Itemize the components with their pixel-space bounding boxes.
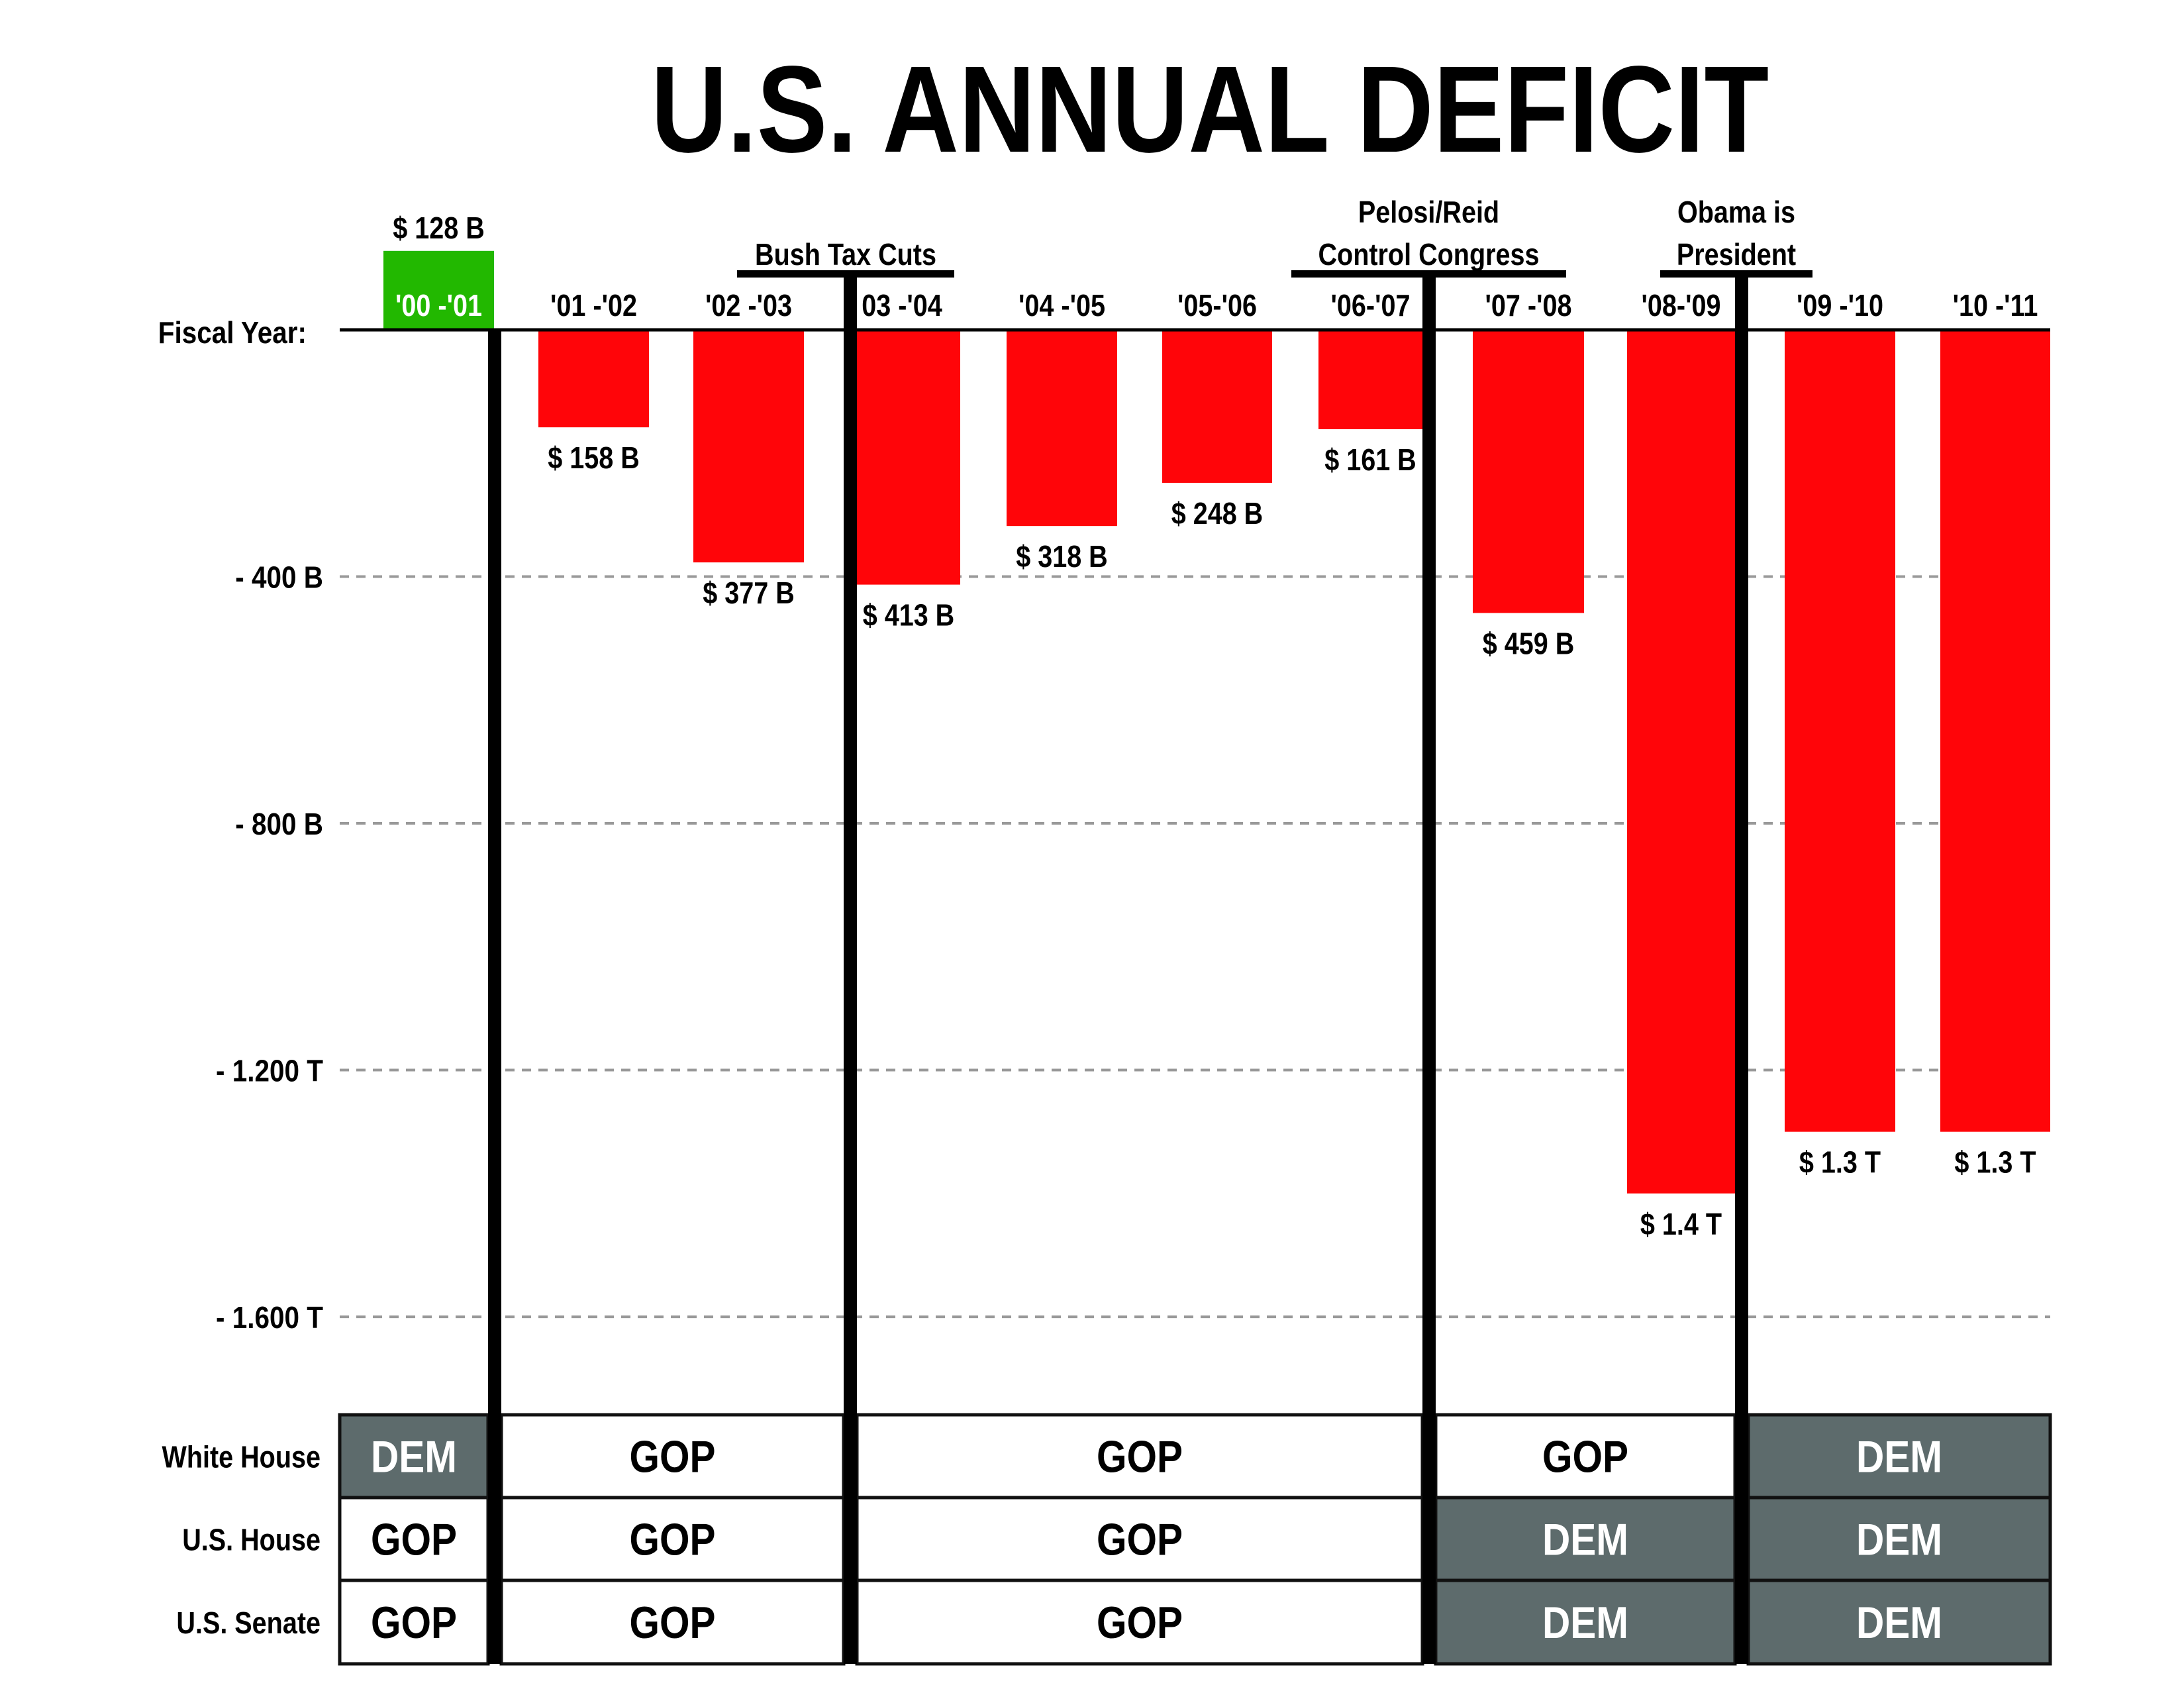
dem-cell xyxy=(338,1413,490,1500)
bars xyxy=(383,250,2050,1194)
dem-cell xyxy=(1746,1578,2052,1666)
party-label: GOP xyxy=(371,1515,457,1564)
row-label: White House xyxy=(162,1441,321,1474)
annotation-text: Pelosi/Reid xyxy=(1358,195,1499,229)
y-axis-labels: - 400 B - 800 B - 1.200 T - 1.600 T xyxy=(216,561,323,1335)
dem-cell xyxy=(1434,1496,1737,1582)
y-tick-label: - 1.200 T xyxy=(216,1054,323,1088)
gridlines xyxy=(340,575,2050,1319)
era-dividers xyxy=(488,278,1748,1664)
fiscal-year-tick: '07 -'08 xyxy=(1485,289,1572,323)
control-table: White House DEM GOP GOP GOP DEM U.S. House GOP G… xyxy=(162,1413,2052,1666)
annotation-underline xyxy=(1660,270,1812,278)
party-label: GOP xyxy=(371,1598,457,1648)
annotation-underline xyxy=(737,270,954,278)
gop-cell xyxy=(855,1413,1424,1500)
party-label: DEM xyxy=(1856,1432,1942,1482)
fiscal-year-tick: '01 -'02 xyxy=(550,289,637,323)
y-tick-label: - 800 B xyxy=(235,808,323,842)
dem-cell xyxy=(1746,1496,2052,1582)
party-label: GOP xyxy=(1542,1432,1628,1482)
annotation-text: Obama is xyxy=(1677,195,1795,229)
gop-cell xyxy=(855,1496,1424,1582)
value-label: $ 377 B xyxy=(703,576,795,610)
fiscal-year-tick: '09 -'10 xyxy=(1797,289,1883,323)
y-tick-label: - 400 B xyxy=(235,561,323,595)
y-tick-label: - 1.600 T xyxy=(216,1302,323,1335)
deficit-bar xyxy=(1940,330,2050,1132)
value-label: $ 248 B xyxy=(1171,497,1264,531)
annotation-underline xyxy=(1291,270,1566,278)
era-divider xyxy=(488,330,501,1664)
party-label: GOP xyxy=(1097,1432,1183,1482)
annotation-text: Bush Tax Cuts xyxy=(755,238,936,272)
era-divider xyxy=(844,278,857,1664)
party-label: GOP xyxy=(630,1432,716,1482)
annotations: Bush Tax Cuts Pelosi/Reid Control Congress… xyxy=(737,195,1812,278)
fiscal-year-tick: 03 -'04 xyxy=(862,289,942,323)
party-label: DEM xyxy=(1542,1515,1628,1564)
party-label: DEM xyxy=(1856,1598,1942,1648)
fiscal-year-tick: '04 -'05 xyxy=(1018,289,1105,323)
fiscal-year-tick: '05-'06 xyxy=(1177,289,1257,323)
value-label: $ 161 B xyxy=(1324,443,1416,477)
fiscal-year-tick: '00 -'01 xyxy=(395,289,482,323)
value-label: $ 413 B xyxy=(863,599,955,633)
value-label: $ 128 B xyxy=(393,211,485,245)
x-axis-labels: '00 -'01 '01 -'02 '02 -'03 03 -'04 '04 -'05 '… xyxy=(395,289,2038,323)
party-label: DEM xyxy=(371,1432,457,1482)
era-divider xyxy=(1422,278,1436,1664)
party-label: GOP xyxy=(630,1598,716,1648)
deficit-bar xyxy=(1473,330,1584,613)
deficit-bar xyxy=(538,330,649,428)
party-label: GOP xyxy=(1097,1515,1183,1564)
annotation-text: President xyxy=(1677,238,1796,272)
party-label: GOP xyxy=(630,1515,716,1564)
chart-title: U.S. ANNUAL DEFICIT xyxy=(651,40,1769,178)
deficit-bar xyxy=(1007,330,1117,527)
value-label: $ 1.4 T xyxy=(1640,1207,1722,1241)
deficit-bar xyxy=(1162,330,1272,483)
annotation-text: Control Congress xyxy=(1318,238,1539,272)
party-label: DEM xyxy=(1542,1598,1628,1648)
deficit-bar xyxy=(857,330,960,585)
deficit-bar xyxy=(1318,330,1422,429)
value-label: $ 318 B xyxy=(1016,540,1108,574)
fiscal-year-label: Fiscal Year: xyxy=(158,317,307,350)
value-label: $ 1.3 T xyxy=(1954,1146,2036,1180)
deficit-bar xyxy=(1627,330,1735,1194)
party-label: GOP xyxy=(1097,1598,1183,1648)
value-labels: $ 128 B $ 158 B $ 377 B $ 413 B $ 318 B $ 248… xyxy=(393,211,2036,1241)
fiscal-year-tick: '06-'07 xyxy=(1331,289,1411,323)
value-label: $ 158 B xyxy=(548,441,640,475)
party-label: DEM xyxy=(1856,1515,1942,1564)
gop-cell xyxy=(338,1578,490,1666)
deficit-bar xyxy=(693,330,804,563)
value-label: $ 1.3 T xyxy=(1799,1146,1881,1180)
surplus-bar xyxy=(383,250,494,330)
era-divider xyxy=(1735,278,1748,1664)
fiscal-year-tick: '10 -'11 xyxy=(1953,289,2038,323)
fiscal-year-tick: '08-'09 xyxy=(1642,289,1721,323)
row-label: U.S. House xyxy=(182,1523,321,1557)
deficit-bar xyxy=(1785,330,1895,1132)
value-label: $ 459 B xyxy=(1483,627,1575,661)
fiscal-year-tick: '02 -'03 xyxy=(705,289,792,323)
dem-cell xyxy=(1434,1578,1737,1666)
gop-cell xyxy=(499,1578,846,1666)
row-label: U.S. Senate xyxy=(176,1606,321,1640)
